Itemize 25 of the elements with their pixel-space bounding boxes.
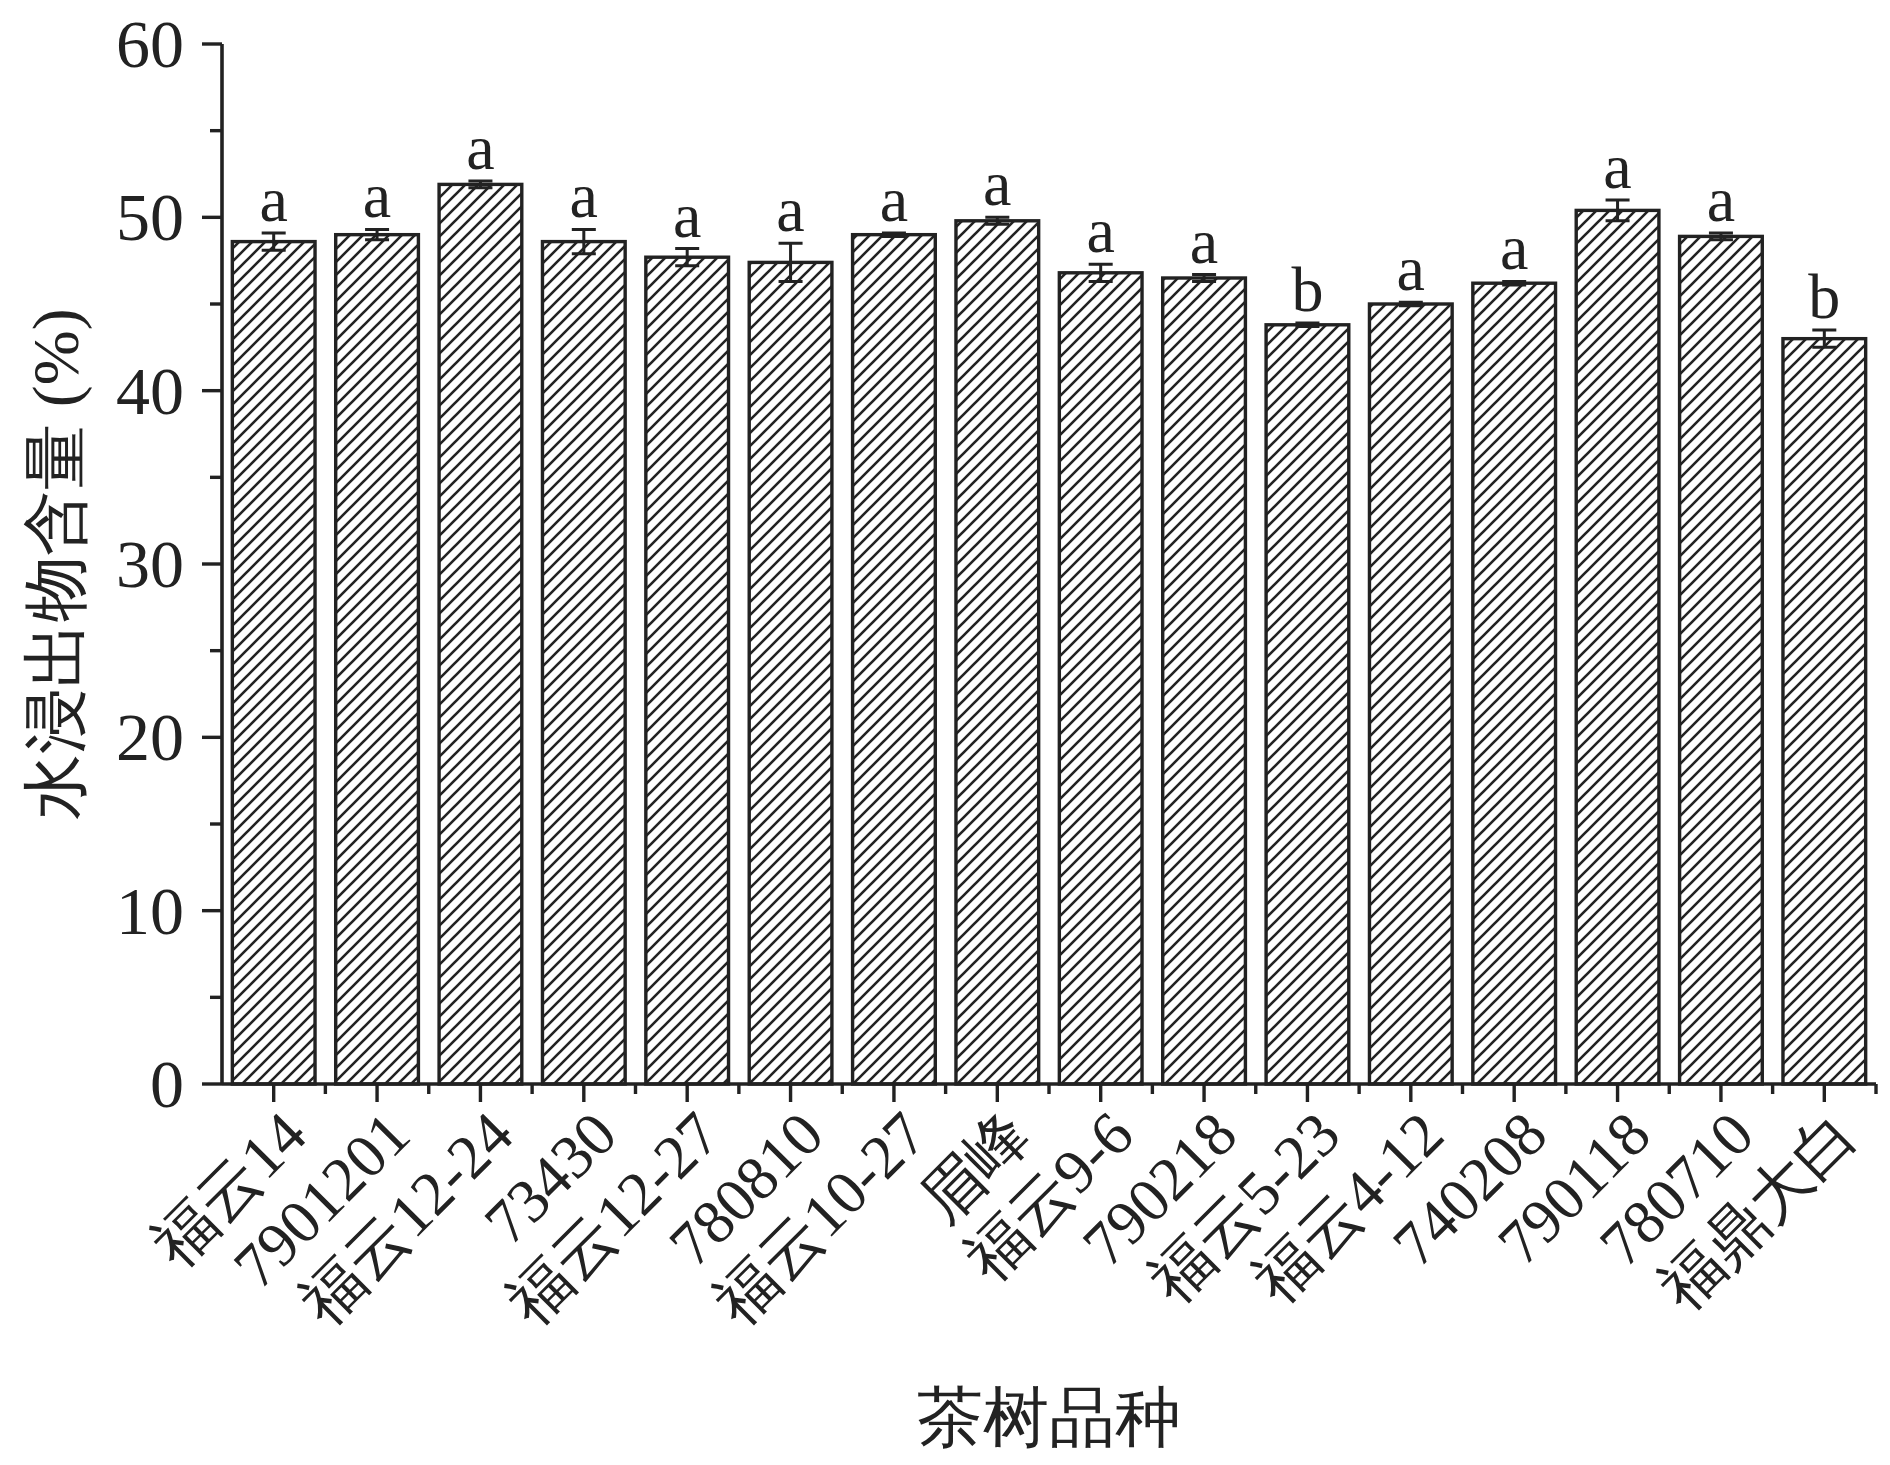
y-tick-label: 20 (116, 699, 184, 776)
annotation: a (1706, 163, 1736, 235)
annotation: a (983, 148, 1012, 220)
annotation: b (1808, 261, 1841, 332)
y-tick-label: 0 (150, 1046, 184, 1122)
annotation: a (466, 111, 495, 183)
annotation: a (259, 163, 288, 235)
annotation: a (672, 179, 702, 251)
annotation: a (879, 163, 909, 235)
y-axis-title: 水浸出物含量 (%) (19, 308, 93, 820)
annotation: a (362, 160, 392, 232)
y-tick-label: 60 (116, 6, 184, 82)
annotation: a (1499, 212, 1529, 284)
annotation: a (569, 160, 599, 232)
y-tick-label: 30 (116, 526, 184, 602)
x-axis-title: 茶树品种 (917, 1381, 1181, 1454)
annotation: a (1189, 205, 1219, 277)
annotation: a (1603, 131, 1632, 202)
y-tick-label: 40 (116, 352, 184, 429)
annotation: a (776, 174, 805, 246)
annotation: a (1396, 233, 1426, 305)
annotation: b (1291, 254, 1324, 326)
annotation: a (1086, 195, 1115, 267)
y-tick-label: 50 (116, 179, 184, 256)
y-tick-label: 10 (116, 872, 184, 949)
